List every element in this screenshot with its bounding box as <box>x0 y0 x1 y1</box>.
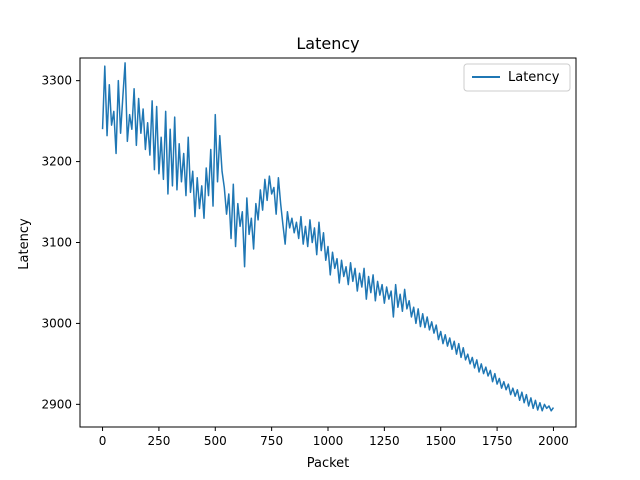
x-tick-label: 250 <box>147 434 170 448</box>
x-tick-label: 2000 <box>538 434 569 448</box>
axes-frame <box>79 57 577 428</box>
y-axis: 2900 3000 3100 3200 3300 <box>41 74 80 411</box>
series-group <box>101 62 555 412</box>
y-tick-label: 3000 <box>41 316 72 330</box>
x-tick-label: 750 <box>260 434 283 448</box>
y-axis-label: Latency <box>17 218 32 270</box>
legend-label: Latency <box>508 70 560 85</box>
x-tick-label: 1500 <box>425 434 456 448</box>
series-line-0 <box>101 62 555 412</box>
legend-box <box>463 63 571 92</box>
chart-title: Latency <box>296 34 359 53</box>
x-axis: 0 250 500 750 1000 1250 1500 1750 2000 <box>99 427 569 448</box>
y-tick-label: 3300 <box>41 74 72 88</box>
x-tick-label: 1000 <box>313 434 344 448</box>
x-tick-label: 1750 <box>482 434 513 448</box>
y-tick-label: 3200 <box>41 155 72 169</box>
x-tick-label: 1250 <box>369 434 400 448</box>
y-tick-label: 2900 <box>41 397 72 411</box>
x-tick-label: 500 <box>204 434 227 448</box>
y-tick-label: 3100 <box>41 236 72 250</box>
x-axis-label: Packet <box>307 456 350 471</box>
x-tick-label: 0 <box>99 434 107 448</box>
plot-area: 0 250 500 750 1000 1250 1500 1750 2000 2900 3000 3… <box>41 57 577 448</box>
legend: Latency <box>463 63 571 92</box>
